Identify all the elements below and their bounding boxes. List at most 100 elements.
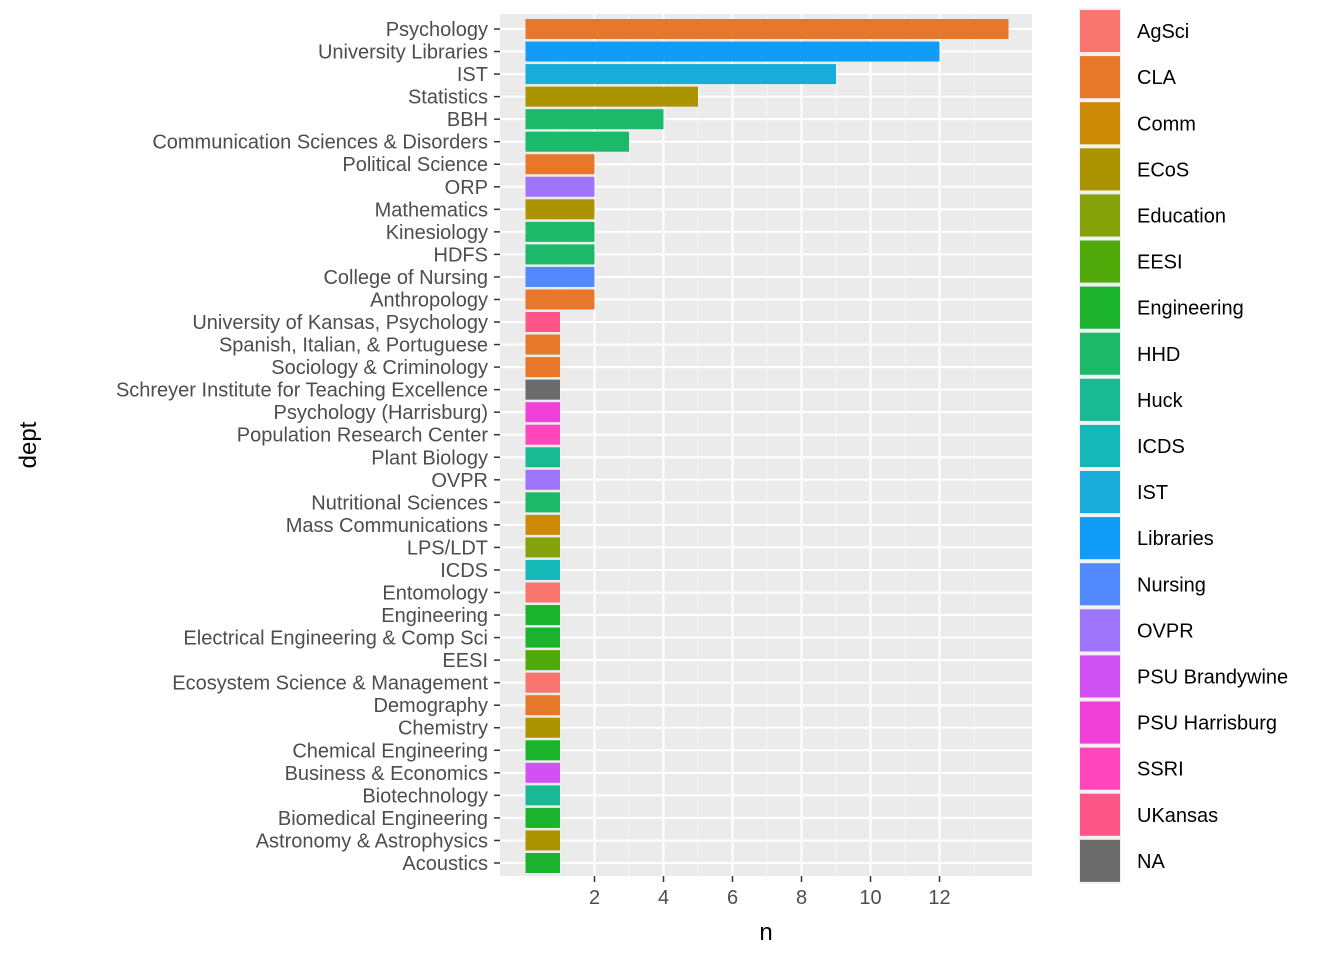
bar	[525, 312, 560, 333]
legend-label: ECoS	[1137, 159, 1189, 181]
y-tick-label: BBH	[447, 109, 488, 131]
y-tick-label: Acoustics	[402, 853, 488, 875]
bar	[525, 627, 560, 648]
legend-swatch	[1080, 424, 1120, 467]
x-axis: 2 4 6 8 10 12	[589, 876, 951, 909]
legend-swatch	[1080, 378, 1120, 421]
y-tick-label: LPS/LDT	[407, 537, 488, 559]
bars	[525, 19, 1009, 873]
legend-swatch	[1080, 194, 1120, 237]
legend-label: Comm	[1137, 113, 1196, 135]
bar	[525, 379, 560, 400]
legend-label: UKansas	[1137, 805, 1218, 827]
y-tick-label: University Libraries	[318, 42, 488, 64]
x-axis-title: n	[759, 919, 772, 946]
y-tick-label: Business & Economics	[285, 763, 488, 785]
y-tick-label: University of Kansas, Psychology	[192, 312, 488, 334]
legend-swatch	[1080, 839, 1120, 882]
bar	[525, 244, 595, 265]
legend-swatch	[1080, 747, 1120, 790]
legend-label: Education	[1137, 205, 1226, 227]
y-tick-label: Plant Biology	[371, 447, 488, 469]
bar	[525, 492, 560, 513]
legend-swatch	[1080, 10, 1120, 53]
y-tick-label: Psychology (Harrisburg)	[273, 402, 488, 424]
bar	[525, 199, 595, 220]
y-tick-label: Kinesiology	[386, 222, 488, 244]
y-tick-label: ORP	[445, 177, 488, 199]
bar	[525, 672, 560, 693]
bar	[525, 717, 560, 738]
y-tick-label: Mass Communications	[286, 515, 488, 537]
y-tick-label: Population Research Center	[237, 425, 489, 447]
bar	[525, 447, 560, 468]
legend-label: Nursing	[1137, 574, 1206, 596]
y-tick-label: ICDS	[440, 560, 488, 582]
y-tick-label: Chemistry	[398, 718, 488, 740]
bar	[525, 176, 595, 197]
x-tick-label: 12	[928, 887, 950, 909]
legend-label: EESI	[1137, 252, 1183, 274]
legend-swatch	[1080, 517, 1120, 560]
legend-swatch	[1080, 102, 1120, 145]
y-tick-label: OVPR	[431, 470, 488, 492]
bar	[525, 154, 595, 175]
legend-label: PSU Harrisburg	[1137, 713, 1277, 735]
legend-label: NA	[1137, 851, 1165, 873]
legend-label: HHD	[1137, 344, 1180, 366]
x-tick-label: 8	[796, 887, 807, 909]
y-tick-label: Engineering	[381, 605, 488, 627]
legend-label: Huck	[1137, 390, 1184, 412]
legend-label: CLA	[1137, 67, 1177, 89]
y-tick-label: HDFS	[434, 244, 488, 266]
y-tick-label: Nutritional Sciences	[311, 492, 488, 514]
bar	[525, 650, 560, 671]
legend-label: OVPR	[1137, 620, 1194, 642]
y-tick-label: IST	[457, 64, 488, 86]
y-tick-label: EESI	[442, 650, 488, 672]
y-tick-label: Mathematics	[375, 199, 488, 221]
y-tick-label: College of Nursing	[323, 267, 488, 289]
bar	[525, 64, 836, 85]
bar	[525, 469, 560, 490]
legend-label: ICDS	[1137, 436, 1185, 458]
bar	[525, 289, 595, 310]
legend-label: Engineering	[1137, 298, 1244, 320]
bar	[525, 334, 560, 355]
legend-label: IST	[1137, 482, 1168, 504]
legend-swatch	[1080, 793, 1120, 836]
bar	[525, 41, 940, 62]
bar	[525, 762, 560, 783]
legend-swatch	[1080, 56, 1120, 99]
y-tick-label: Psychology	[386, 19, 488, 41]
y-tick-label: Entomology	[382, 583, 488, 605]
y-tick-label: Biomedical Engineering	[278, 808, 488, 830]
bar	[525, 582, 560, 603]
bar	[525, 740, 560, 761]
legend-swatch	[1080, 240, 1120, 283]
legend-swatch	[1080, 563, 1120, 606]
grid-lines	[500, 14, 1032, 876]
bar	[525, 830, 560, 851]
bar	[525, 109, 664, 130]
legend-swatch	[1080, 655, 1120, 698]
bar	[525, 131, 629, 152]
y-tick-label: Schreyer Institute for Teaching Excellen…	[116, 380, 488, 402]
legend-label: PSU Brandywine	[1137, 666, 1288, 688]
legend-label: SSRI	[1137, 759, 1184, 781]
legend-swatch	[1080, 471, 1120, 514]
y-tick-label: Demography	[373, 695, 488, 717]
y-tick-label: Communication Sciences & Disorders	[152, 132, 488, 154]
bar	[525, 605, 560, 626]
y-tick-label: Astronomy & Astrophysics	[256, 830, 488, 852]
legend-swatch	[1080, 148, 1120, 191]
y-tick-label: Statistics	[408, 87, 488, 109]
bar	[525, 559, 560, 580]
y-tick-label: Spanish, Italian, & Portuguese	[219, 335, 488, 357]
y-axis-title: dept	[15, 421, 42, 468]
y-tick-label: Sociology & Criminology	[271, 357, 488, 379]
bar	[525, 514, 560, 535]
bar	[525, 19, 1009, 39]
